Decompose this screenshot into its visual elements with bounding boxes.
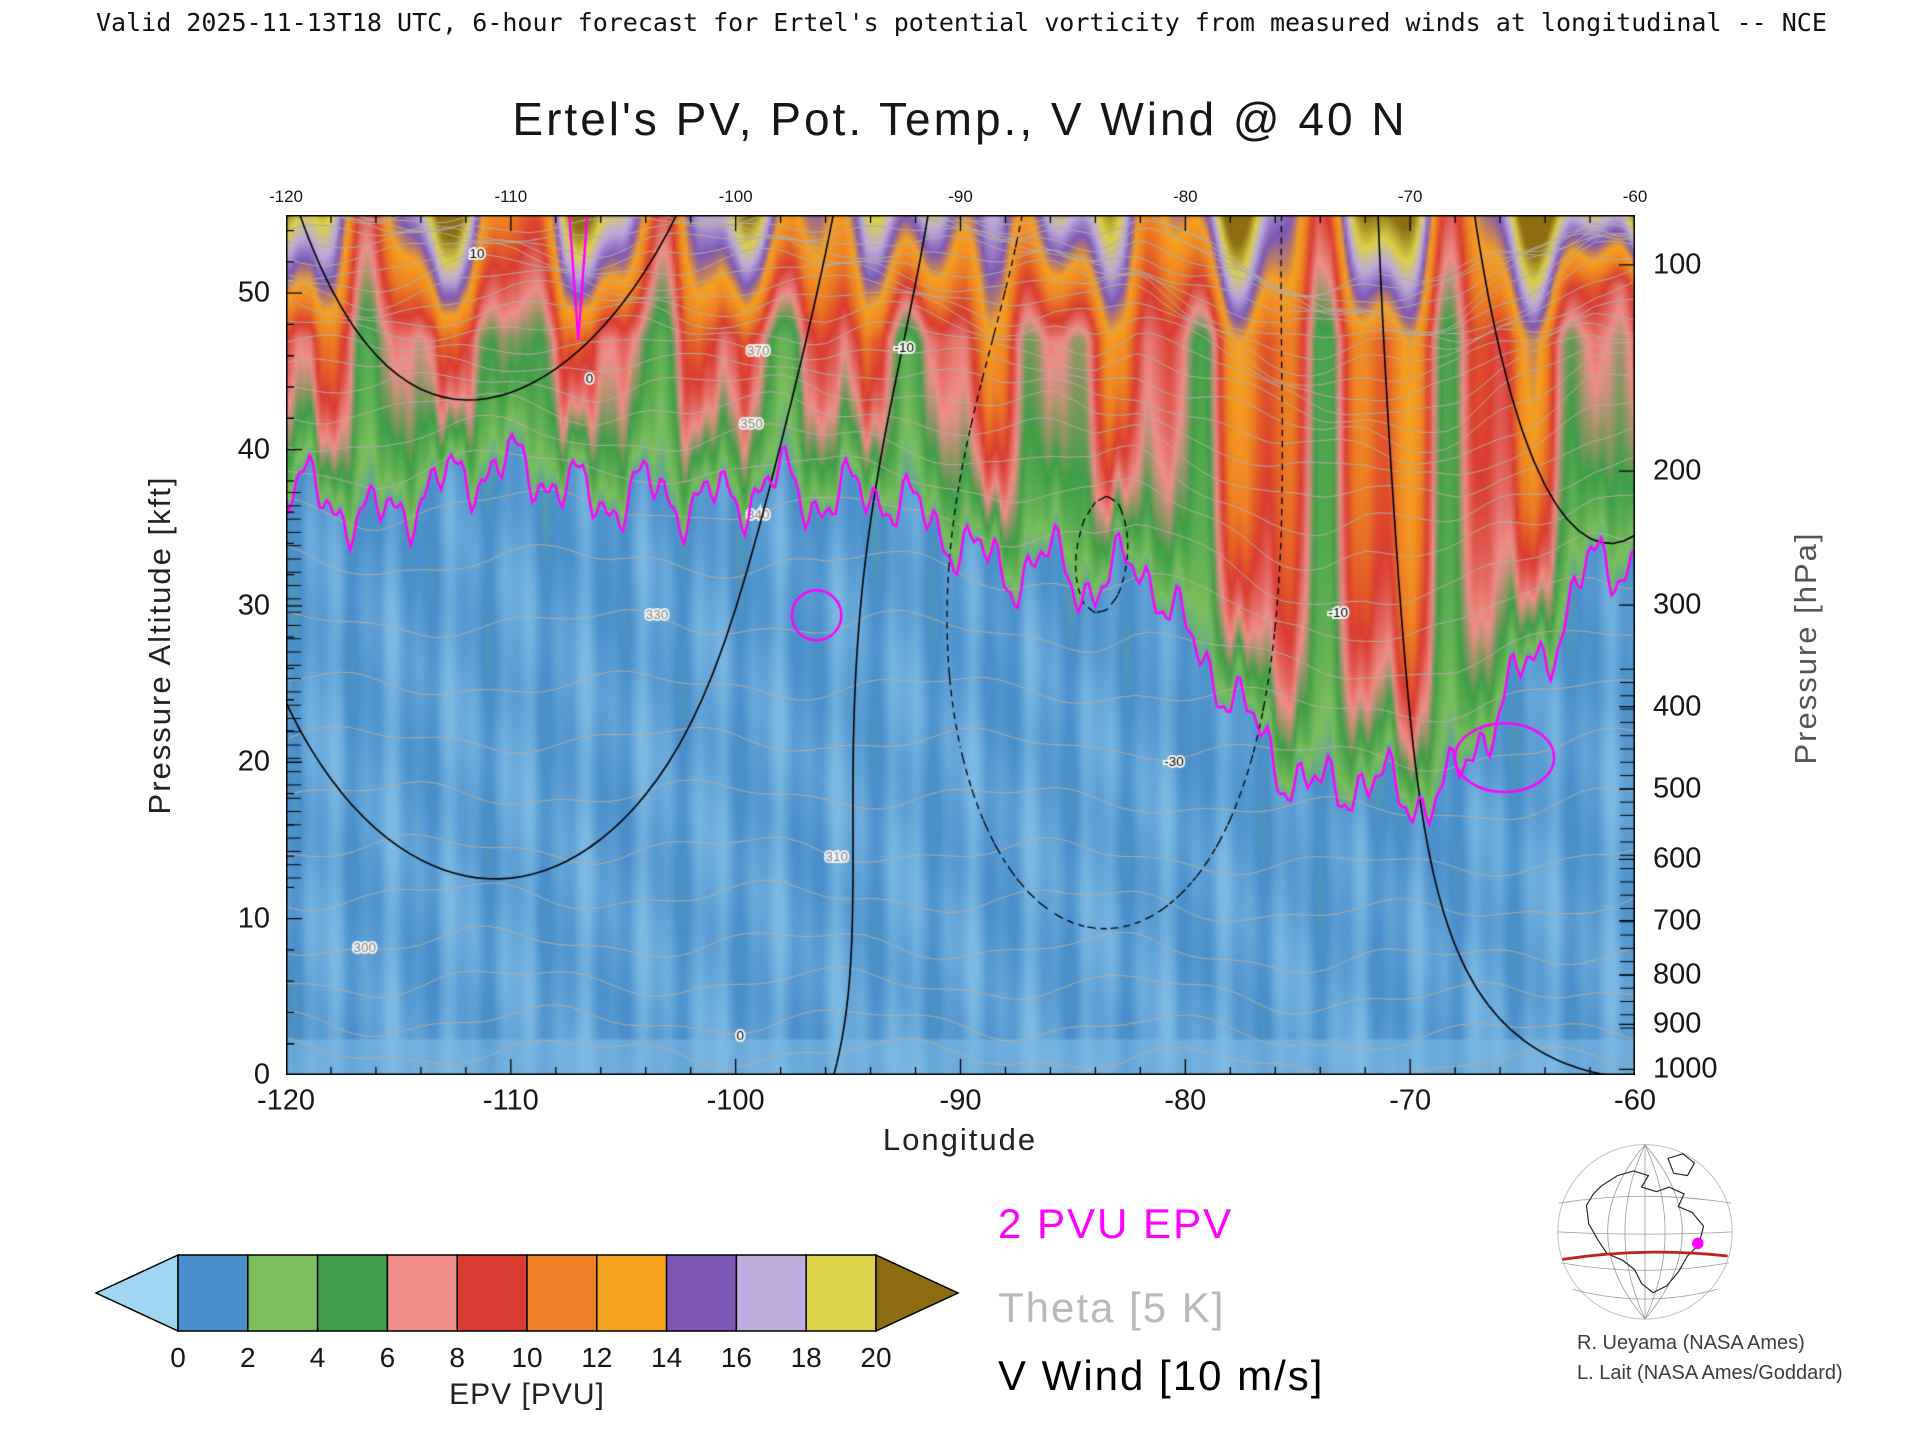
continent-outline: [1585, 1153, 1705, 1294]
pressure-tick-label: 100: [1653, 248, 1702, 281]
colorbar-tick-label: 2: [240, 1342, 256, 1373]
legend-item: Theta [5 K]: [998, 1284, 1226, 1331]
colorbar-tick-label: 18: [790, 1342, 822, 1373]
epv-cross-section-plot: [286, 215, 1635, 1075]
colorbar-segment: [805, 1254, 877, 1332]
colorbar-label: EPV [PVU]: [449, 1378, 605, 1411]
x-tick-label-bottom: -110: [482, 1084, 539, 1117]
x-tick-label-top: -80: [1173, 187, 1198, 206]
x-axis-label: Longitude: [882, 1122, 1038, 1157]
epv-colorbar: [94, 1253, 960, 1333]
y-axis-label-left: Pressure Altitude [kft]: [142, 475, 177, 815]
colorbar-segment: [386, 1254, 458, 1332]
pressure-tick-label: 800: [1653, 958, 1702, 991]
locator-map: [1557, 1144, 1733, 1320]
pressure-tick-label: 400: [1653, 690, 1702, 723]
graticule: [1557, 1144, 1733, 1320]
y-tick-label-kft: 50: [237, 276, 270, 309]
colorbar-segment: [177, 1254, 249, 1332]
y-tick-label-kft: 30: [237, 589, 270, 622]
x-tick-label-top: -120: [268, 187, 304, 206]
legend-item: 2 PVU EPV: [998, 1200, 1234, 1247]
colorbar-tick-label: 12: [581, 1342, 613, 1373]
x-tick-label-bottom: -100: [706, 1084, 765, 1117]
colorbar-tick-label: 20: [860, 1342, 892, 1373]
colorbar-segment: [735, 1254, 807, 1332]
pressure-tick-label: 600: [1653, 842, 1702, 875]
colorbar-tick-label: 16: [720, 1342, 752, 1373]
x-tick-label-top: -60: [1622, 187, 1648, 206]
colorbar-under-arrow: [94, 1253, 179, 1333]
colorbar-over-arrow: [875, 1253, 960, 1333]
credit-line: R. Ueyama (NASA Ames): [1577, 1332, 1805, 1354]
pressure-tick-label: 1000: [1653, 1052, 1718, 1085]
colorbar-segment: [665, 1254, 738, 1332]
legend-item: V Wind [10 m/s]: [998, 1352, 1325, 1399]
pressure-tick-label: 200: [1653, 454, 1702, 487]
y-tick-label-kft: 10: [237, 902, 270, 935]
pressure-tick-label: 900: [1653, 1007, 1702, 1040]
colorbar-tick-label: 10: [511, 1342, 543, 1373]
x-tick-label-bottom: -60: [1614, 1084, 1656, 1117]
colorbar-tick-label: 6: [379, 1342, 396, 1373]
y-tick-label-kft: 40: [237, 433, 270, 466]
colorbar-segment: [247, 1254, 319, 1332]
y-tick-label-kft: 20: [237, 745, 270, 778]
y-tick-label-kft: 0: [253, 1058, 270, 1091]
x-tick-label-bottom: -70: [1389, 1084, 1432, 1117]
location-dot: [1692, 1237, 1704, 1250]
validity-line: Valid 2025-11-13T18 UTC, 6-hour forecast…: [96, 8, 1827, 37]
colorbar-segment: [526, 1254, 598, 1332]
credit-line: L. Lait (NASA Ames/Goddard): [1577, 1362, 1843, 1384]
colorbar-tick-label: 4: [309, 1342, 326, 1373]
latitude-40n-line: [1562, 1250, 1728, 1261]
pressure-tick-label: 300: [1653, 588, 1702, 621]
chart-title: Ertel's PV, Pot. Temp., V Wind @ 40 N: [512, 93, 1408, 145]
x-tick-label-top: -100: [718, 187, 753, 206]
pressure-tick-label: 500: [1653, 772, 1702, 805]
x-tick-label-top: -110: [494, 187, 528, 206]
y-axis-label-right: Pressure [hPa]: [1788, 531, 1823, 765]
colorbar-tick-label: 14: [651, 1342, 683, 1373]
colorbar-segment: [316, 1254, 389, 1332]
colorbar-segment: [456, 1254, 528, 1332]
colorbar-segment: [596, 1254, 668, 1332]
x-tick-label-bottom: -80: [1164, 1084, 1207, 1117]
x-tick-label-top: -70: [1397, 187, 1423, 206]
x-tick-label-bottom: -120: [256, 1084, 316, 1117]
colorbar-tick-label: 8: [449, 1342, 465, 1373]
x-tick-label-top: -90: [948, 187, 973, 206]
colorbar-tick-label: 0: [170, 1342, 186, 1373]
pressure-tick-label: 700: [1653, 904, 1702, 937]
x-tick-label-bottom: -90: [939, 1084, 982, 1117]
